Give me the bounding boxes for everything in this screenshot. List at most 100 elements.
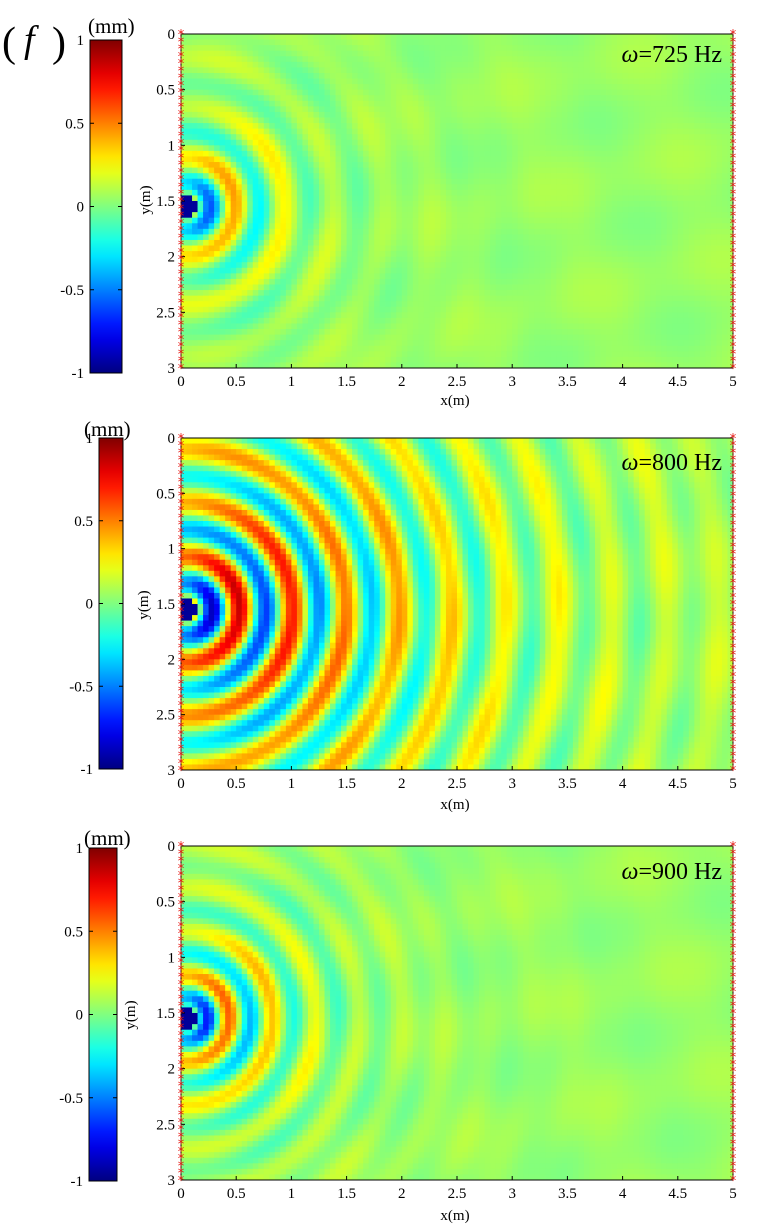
heatmap-cell [209, 273, 215, 279]
heatmap-cell [319, 257, 325, 263]
heatmap-cell [247, 90, 253, 96]
heatmap-cell [336, 151, 342, 157]
heatmap-cell [192, 179, 198, 185]
heatmap-cell [595, 184, 601, 190]
heatmap-cell [203, 134, 209, 140]
heatmap-cell [606, 40, 612, 46]
heatmap-cell [479, 62, 485, 68]
heatmap-cell [286, 195, 292, 201]
heatmap-cell [391, 101, 397, 107]
heatmap-cell [280, 79, 286, 85]
heatmap-cell [319, 357, 325, 363]
heatmap-cell [562, 179, 568, 185]
heatmap-cell [269, 106, 275, 112]
heatmap-cell [319, 234, 325, 240]
heatmap-cell [347, 285, 353, 291]
heatmap-cell [545, 329, 551, 335]
heatmap-cell [584, 84, 590, 90]
heatmap-cell [584, 51, 590, 57]
heatmap-cell [247, 156, 253, 162]
heatmap-cell [424, 201, 430, 207]
heatmap-cell [297, 346, 303, 352]
heatmap-cell [258, 56, 264, 62]
heatmap-cell [363, 101, 369, 107]
heatmap-cell [264, 323, 270, 329]
heatmap-cell [280, 156, 286, 162]
heatmap-cell [429, 268, 435, 274]
heatmap-cell [203, 290, 209, 296]
heatmap-cell [336, 201, 342, 207]
heatmap-cell [187, 51, 193, 57]
heatmap-cell [308, 51, 314, 57]
heatmap-cell [363, 34, 369, 40]
heatmap-cell [374, 45, 380, 51]
heatmap-cell [402, 223, 408, 229]
heatmap-cell [634, 106, 640, 112]
heatmap-cell [446, 90, 452, 96]
heatmap-cell [313, 62, 319, 68]
heatmap-cell [589, 56, 595, 62]
heatmap-cell [551, 251, 557, 257]
heatmap-cell [407, 190, 413, 196]
heatmap-cell [247, 84, 253, 90]
heatmap-cell [512, 162, 518, 168]
heatmap-cell [507, 123, 513, 129]
heatmap-cell [369, 218, 375, 224]
heatmap-cell [435, 279, 441, 285]
heatmap-cell [634, 123, 640, 129]
heatmap-cell [540, 90, 546, 96]
heatmap-cell [534, 62, 540, 68]
heatmap-cell [280, 84, 286, 90]
heatmap-cell [231, 223, 237, 229]
heatmap-cell [518, 234, 524, 240]
heatmap-cell [358, 329, 364, 335]
heatmap-cell [352, 307, 358, 313]
heatmap-cell [512, 62, 518, 68]
heatmap-cell [457, 357, 463, 363]
heatmap-cell [236, 223, 242, 229]
heatmap-cell [573, 73, 579, 79]
heatmap-cell [363, 218, 369, 224]
heatmap-cell [518, 318, 524, 324]
heatmap-cell [429, 168, 435, 174]
heatmap-cell [474, 262, 480, 268]
heatmap-cell [187, 229, 193, 235]
heatmap-cell [286, 79, 292, 85]
heatmap-cell [341, 273, 347, 279]
heatmap-cell [612, 112, 618, 118]
heatmap-cell [567, 301, 573, 307]
heatmap-cell [440, 40, 446, 46]
heatmap-cell [325, 340, 331, 346]
heatmap-cell [192, 56, 198, 62]
heatmap-cell [589, 84, 595, 90]
heatmap-cell [474, 351, 480, 357]
heatmap-cell [634, 140, 640, 146]
heatmap-cell [518, 34, 524, 40]
heatmap-cell [562, 279, 568, 285]
heatmap-cell [628, 357, 634, 363]
heatmap-cell [578, 62, 584, 68]
heatmap-cell [573, 179, 579, 185]
heatmap-cell [612, 79, 618, 85]
heatmap-cell [540, 56, 546, 62]
heatmap-cell [363, 346, 369, 352]
heatmap-cell [534, 229, 540, 235]
heatmap-cell [352, 90, 358, 96]
heatmap-cell [440, 312, 446, 318]
heatmap-cell [231, 218, 237, 224]
heatmap-cell [236, 201, 242, 207]
heatmap-cell [440, 195, 446, 201]
heatmap-cell [567, 262, 573, 268]
heatmap-cell [435, 106, 441, 112]
heatmap-cell [402, 246, 408, 252]
heatmap-cell [424, 312, 430, 318]
heatmap-cell [214, 195, 220, 201]
heatmap-cell [562, 79, 568, 85]
heatmap-cell [446, 207, 452, 213]
heatmap-cell [258, 84, 264, 90]
heatmap-cell [187, 296, 193, 302]
heatmap-cell [562, 307, 568, 313]
heatmap-cell [192, 351, 198, 357]
heatmap-cell [313, 207, 319, 213]
heatmap-cell [601, 79, 607, 85]
